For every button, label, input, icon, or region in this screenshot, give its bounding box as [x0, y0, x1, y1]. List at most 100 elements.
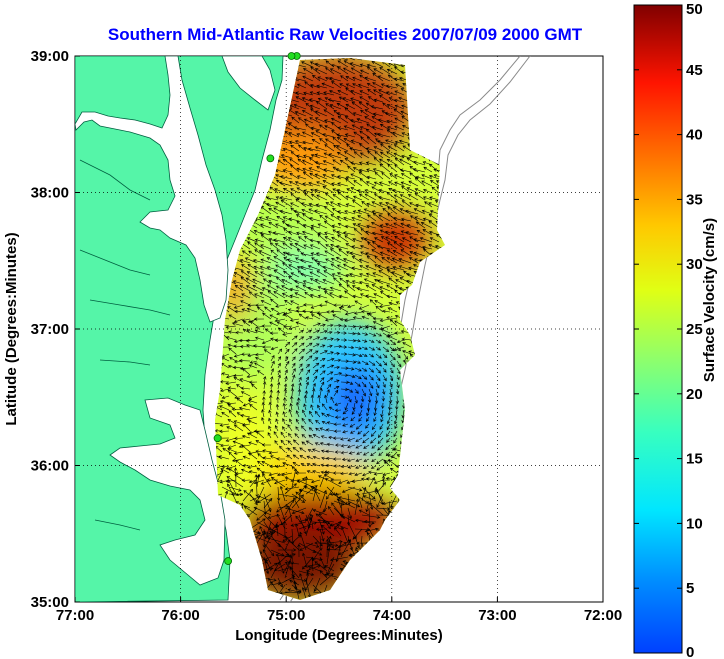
- velocity-arrow: [321, 82, 335, 89]
- velocity-arrow: [351, 245, 363, 250]
- velocity-arrow: [370, 451, 377, 457]
- velocity-arrow: [300, 463, 307, 467]
- velocity-arrow: [310, 304, 321, 309]
- velocity-arrow: [388, 402, 392, 411]
- velocity-arrow: [340, 471, 349, 476]
- velocity-arrow: [297, 397, 301, 404]
- velocity-arrow: [246, 432, 258, 439]
- velocity-arrow: [233, 467, 238, 488]
- velocity-arrow: [282, 188, 293, 194]
- velocity-arrow: [394, 181, 405, 187]
- velocity-arrow: [344, 318, 356, 323]
- velocity-arrow: [347, 360, 357, 364]
- velocity-arrow: [266, 284, 279, 292]
- velocity-arrow: [233, 420, 244, 425]
- velocity-arrow: [321, 524, 335, 537]
- velocity-arrow: [310, 394, 315, 404]
- velocity-arrow: [281, 285, 293, 292]
- velocity-arrow: [376, 465, 384, 471]
- velocity-arrow: [291, 335, 298, 341]
- velocity-arrow: [334, 408, 342, 412]
- velocity-arrow: [330, 63, 342, 68]
- velocity-arrow: [276, 389, 280, 397]
- velocity-arrow: [269, 298, 279, 306]
- velocity-arrow: [319, 350, 328, 355]
- velocity-arrow: [227, 478, 237, 495]
- velocity-arrow: [359, 90, 370, 96]
- velocity-arrow: [231, 458, 244, 463]
- velocity-arrow: [261, 401, 266, 411]
- velocity-arrow: [309, 310, 321, 314]
- velocity-arrow: [242, 464, 251, 468]
- velocity-arrow: [340, 75, 349, 82]
- lat-tick-label: 39:00: [31, 48, 69, 65]
- velocity-arrow: [291, 507, 307, 515]
- velocity-arrow: [338, 479, 349, 485]
- velocity-arrow: [375, 488, 384, 502]
- velocity-arrow: [358, 258, 370, 264]
- velocity-arrow: [382, 346, 390, 352]
- velocity-arrow: [332, 314, 342, 320]
- velocity-arrow: [354, 339, 361, 343]
- velocity-arrow: [373, 472, 384, 476]
- velocity-arrow: [394, 164, 405, 173]
- velocity-arrow: [371, 125, 384, 131]
- velocity-arrow: [331, 502, 342, 516]
- velocity-arrow: [333, 351, 341, 356]
- velocity-arrow: [379, 123, 391, 131]
- velocity-arrow: [376, 493, 384, 508]
- velocity-arrow: [382, 367, 387, 373]
- velocity-arrow: [329, 292, 342, 299]
- velocity-arrow: [340, 437, 349, 441]
- velocity-arrow: [303, 244, 314, 250]
- velocity-arrow: [295, 231, 307, 236]
- velocity-arrow: [355, 437, 363, 442]
- velocity-arrow: [262, 456, 272, 460]
- velocity-arrow: [215, 421, 223, 426]
- velocity-arrow: [326, 323, 334, 328]
- velocity-arrow: [305, 355, 313, 362]
- velocity-arrow: [373, 479, 384, 484]
- velocity-arrow: [379, 151, 391, 159]
- velocity-arrow: [296, 220, 307, 229]
- velocity-arrow: [366, 402, 371, 412]
- velocity-arrow: [346, 165, 356, 173]
- velocity-arrow: [368, 374, 374, 381]
- velocity-arrow: [386, 269, 398, 278]
- velocity-arrow: [277, 362, 281, 369]
- velocity-arrow: [349, 251, 363, 257]
- velocity-arrow: [312, 388, 316, 397]
- colorbar-tick-label: 10: [686, 515, 703, 532]
- velocity-arrow: [395, 402, 399, 410]
- velocity-arrow: [265, 216, 279, 222]
- velocity-arrow: [413, 238, 426, 243]
- velocity-arrow: [382, 208, 391, 215]
- velocity-arrow: [255, 449, 265, 454]
- velocity-arrow: [221, 411, 230, 418]
- velocity-arrow: [314, 173, 328, 180]
- velocity-arrow: [324, 318, 335, 322]
- velocity-arrow: [294, 433, 300, 439]
- velocity-arrow: [350, 161, 363, 166]
- velocity-arrow: [364, 189, 377, 194]
- velocity-arrow: [342, 423, 349, 427]
- velocity-arrow: [296, 154, 307, 159]
- velocity-arrow: [378, 451, 384, 456]
- velocity-arrow: [330, 258, 342, 264]
- velocity-arrow: [380, 236, 391, 243]
- velocity-arrow: [387, 163, 398, 173]
- velocity-arrow: [268, 577, 279, 593]
- velocity-arrow: [319, 370, 326, 376]
- velocity-arrow: [301, 230, 314, 236]
- velocity-arrow: [381, 500, 398, 506]
- velocity-arrow: [280, 431, 286, 439]
- velocity-arrow: [246, 329, 258, 334]
- velocity-arrow: [228, 468, 237, 474]
- velocity-arrow: [405, 231, 419, 236]
- velocity-arrow: [248, 250, 258, 257]
- velocity-arrow: [375, 353, 382, 359]
- velocity-arrow: [270, 337, 279, 341]
- velocity-arrow: [359, 143, 370, 152]
- velocity-arrow: [398, 139, 412, 145]
- velocity-arrow: [326, 389, 330, 397]
